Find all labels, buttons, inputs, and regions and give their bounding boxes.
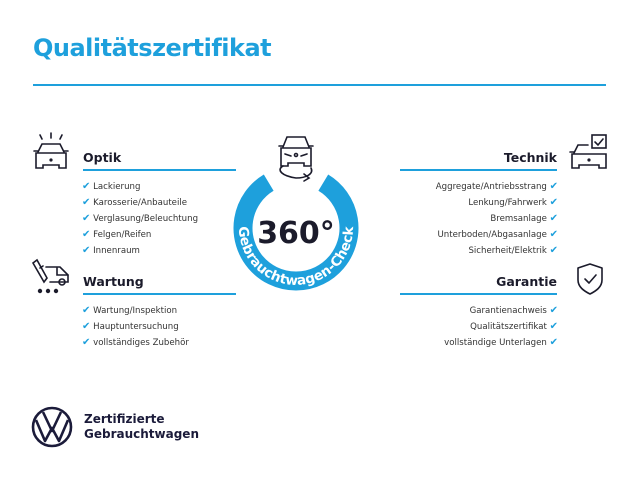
- check-icon: ✔: [82, 229, 91, 240]
- technik-heading: Technik: [503, 150, 557, 165]
- check-360-badge: 360° Gebrauchtwagen-Check: [233, 136, 359, 291]
- item-label: vollständiges Zubehör: [93, 338, 189, 348]
- check-icon: ✔: [82, 213, 91, 224]
- list-item: ✔ Verglasung/Beleuchtung: [82, 211, 198, 227]
- car-checkbox-icon: [569, 134, 607, 169]
- degrees-label: 360°: [257, 216, 335, 251]
- footer-brand-text: Zertifizierte Gebrauchtwagen: [84, 412, 199, 442]
- item-label: Verglasung/Beleuchtung: [93, 214, 199, 224]
- check-icon: ✔: [82, 245, 91, 256]
- page-title: Qualitätszertifikat: [33, 34, 272, 62]
- item-label: Sicherheit/Elektrik: [468, 246, 547, 256]
- garantie-divider: [400, 293, 557, 295]
- item-label: Felgen/Reifen: [93, 230, 152, 240]
- car-lights-icon: [33, 132, 69, 169]
- list-item: Qualitätszertifikat ✔: [444, 319, 558, 335]
- list-item: Unterboden/Abgasanlage ✔: [436, 227, 559, 243]
- check-icon: ✔: [82, 337, 91, 348]
- list-item: Sicherheit/Elektrik ✔: [436, 243, 558, 259]
- list-item: Bremsanlage ✔: [436, 211, 558, 227]
- wartung-divider: [83, 293, 236, 295]
- check-icon: ✔: [549, 213, 558, 224]
- list-item: ✔ Hauptuntersuchung: [82, 319, 189, 335]
- garantie-list: Garantienachweis ✔ Qualitätszertifikat ✔…: [444, 303, 558, 351]
- check-icon: ✔: [549, 197, 558, 208]
- list-item: vollständige Unterlagen ✔: [444, 335, 558, 351]
- item-label: vollständige Unterlagen: [444, 338, 547, 348]
- item-label: Hauptuntersuchung: [93, 322, 179, 332]
- check-icon: ✔: [82, 181, 91, 192]
- badge-ring: [233, 174, 359, 291]
- wartung-list: ✔ Wartung/Inspektion ✔ Hauptuntersuchung…: [82, 303, 189, 351]
- technik-divider: [400, 169, 557, 171]
- car-rotate-icon: [278, 136, 314, 182]
- footer-line1: Zertifizierte: [84, 412, 165, 426]
- check-icon: ✔: [549, 337, 558, 348]
- check-icon: ✔: [82, 321, 91, 332]
- list-item: ✔ Wartung/Inspektion: [82, 303, 189, 319]
- title-divider: [33, 84, 606, 86]
- optik-heading: Optik: [83, 150, 122, 165]
- item-label: Lackierung: [93, 182, 141, 192]
- optik-divider: [83, 169, 236, 171]
- check-icon: ✔: [549, 245, 558, 256]
- footer-line2: Gebrauchtwagen: [84, 427, 199, 441]
- item-label: Unterboden/Abgasanlage: [437, 230, 547, 240]
- list-item: ✔ Lackierung: [82, 179, 198, 195]
- vw-logo: [31, 406, 73, 448]
- item-label: Garantienachweis: [469, 306, 547, 316]
- list-item: Garantienachweis ✔: [444, 303, 558, 319]
- item-label: Aggregate/Antriebsstrang: [435, 182, 547, 192]
- technik-list: Aggregate/Antriebsstrang ✔ Lenkung/Fahrw…: [436, 179, 558, 259]
- item-label: Karosserie/Anbauteile: [93, 198, 188, 208]
- service-truck-icon: [31, 258, 69, 294]
- list-item: ✔ Karosserie/Anbauteile: [82, 195, 198, 211]
- check-icon: ✔: [82, 197, 91, 208]
- list-item: ✔ Innenraum: [82, 243, 198, 259]
- list-item: ✔ vollständiges Zubehör: [82, 335, 189, 351]
- check-icon: ✔: [82, 305, 91, 316]
- optik-list: ✔ Lackierung ✔ Karosserie/Anbauteile ✔ V…: [82, 179, 198, 259]
- list-item: Lenkung/Fahrwerk ✔: [436, 195, 558, 211]
- shield-check-icon: [577, 263, 603, 295]
- item-label: Wartung/Inspektion: [93, 306, 178, 316]
- item-label: Qualitätszertifikat: [470, 322, 547, 332]
- list-item: Aggregate/Antriebsstrang ✔: [436, 179, 558, 195]
- item-label: Innenraum: [93, 246, 140, 256]
- wartung-heading: Wartung: [83, 274, 144, 289]
- item-label: Lenkung/Fahrwerk: [468, 198, 547, 208]
- check-icon: ✔: [549, 229, 558, 240]
- garantie-heading: Garantie: [496, 274, 557, 289]
- item-label: Bremsanlage: [490, 214, 547, 224]
- check-icon: ✔: [549, 181, 558, 192]
- check-icon: ✔: [549, 321, 558, 332]
- list-item: ✔ Felgen/Reifen: [82, 227, 198, 243]
- check-icon: ✔: [549, 305, 558, 316]
